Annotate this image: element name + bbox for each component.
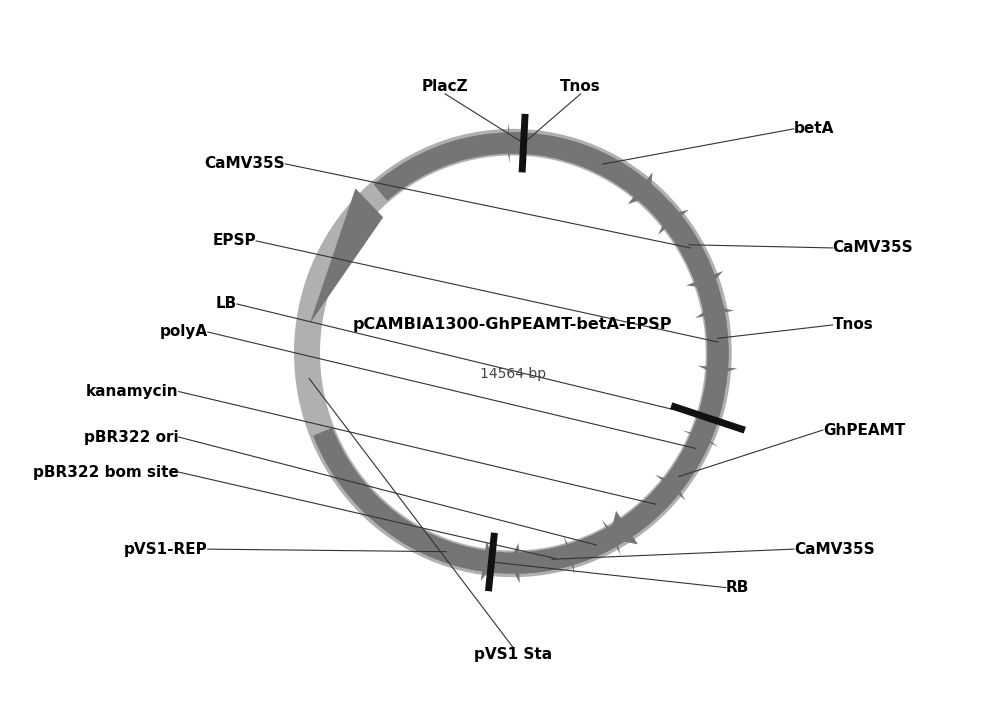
Polygon shape <box>506 123 510 163</box>
Polygon shape <box>537 545 571 572</box>
Polygon shape <box>655 203 714 281</box>
Polygon shape <box>686 271 723 288</box>
Polygon shape <box>509 543 520 583</box>
Polygon shape <box>666 217 717 288</box>
Polygon shape <box>658 210 689 235</box>
Polygon shape <box>704 313 728 384</box>
Polygon shape <box>481 541 495 581</box>
Polygon shape <box>310 189 383 324</box>
Polygon shape <box>395 520 484 571</box>
Polygon shape <box>564 536 574 575</box>
Text: CaMV35S: CaMV35S <box>833 241 913 256</box>
Text: Tnos: Tnos <box>560 79 601 94</box>
Polygon shape <box>313 132 728 574</box>
Polygon shape <box>573 528 616 563</box>
Text: pBR322 ori: pBR322 ori <box>84 429 179 445</box>
Polygon shape <box>547 136 645 196</box>
Text: CaMV35S: CaMV35S <box>794 542 874 556</box>
Text: Tnos: Tnos <box>833 318 873 333</box>
Polygon shape <box>520 537 597 574</box>
Text: GhPEAMT: GhPEAMT <box>823 423 905 438</box>
Polygon shape <box>627 481 678 532</box>
Text: pVS1 Sta: pVS1 Sta <box>474 647 552 662</box>
Text: pBR322 bom site: pBR322 bom site <box>33 465 179 479</box>
Text: LB: LB <box>216 297 237 311</box>
Text: pVS1-REP: pVS1-REP <box>124 542 208 556</box>
Polygon shape <box>695 306 734 318</box>
Text: EPSP: EPSP <box>213 234 256 249</box>
Text: 14564 bp: 14564 bp <box>480 367 546 381</box>
Text: kanamycin: kanamycin <box>86 384 179 399</box>
Polygon shape <box>602 520 621 555</box>
Ellipse shape <box>295 130 731 576</box>
Polygon shape <box>623 391 724 535</box>
Polygon shape <box>678 435 710 470</box>
Text: betA: betA <box>794 121 834 136</box>
Polygon shape <box>510 132 539 155</box>
Polygon shape <box>703 304 728 367</box>
Polygon shape <box>682 431 718 447</box>
Ellipse shape <box>321 156 705 550</box>
Text: PlacZ: PlacZ <box>422 79 468 94</box>
Polygon shape <box>609 510 638 544</box>
Text: CaMV35S: CaMV35S <box>205 157 285 172</box>
Polygon shape <box>628 172 652 204</box>
Text: RB: RB <box>726 580 749 595</box>
Polygon shape <box>655 474 686 501</box>
Text: pCAMBIA1300-GhPEAMT-betA-EPSP: pCAMBIA1300-GhPEAMT-betA-EPSP <box>353 318 673 333</box>
Polygon shape <box>698 366 737 375</box>
Text: polyA: polyA <box>160 325 208 340</box>
